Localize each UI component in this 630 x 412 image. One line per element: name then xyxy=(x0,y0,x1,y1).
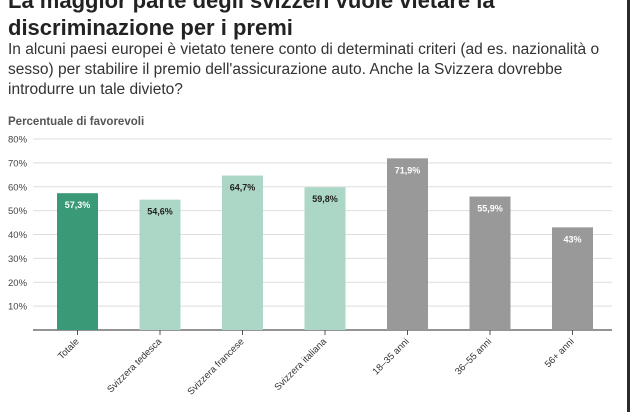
y-tick-label: 10% xyxy=(8,302,28,313)
category-label: 18–35 anni xyxy=(371,336,412,377)
y-tick-label: 80% xyxy=(8,135,28,146)
y-tick-label: 50% xyxy=(8,206,28,217)
data-label: 57,3% xyxy=(65,200,91,210)
bar xyxy=(222,175,263,330)
y-tick-label: 40% xyxy=(8,230,28,241)
chart-title: La maggior parte degli svizzeri vuole vi… xyxy=(8,0,495,40)
category-label: 56+ anni xyxy=(543,336,577,370)
y-tick-label: 70% xyxy=(8,158,28,169)
y-tick-label: 60% xyxy=(8,182,28,193)
bar xyxy=(552,227,593,330)
y-tick-label: 30% xyxy=(8,254,28,265)
category-label: Svizzera italiana xyxy=(272,336,329,393)
data-label: 54,6% xyxy=(147,207,173,217)
data-label: 71,9% xyxy=(395,165,421,175)
bar xyxy=(387,158,428,330)
chart-subtitle: In alcuni paesi europei è vietato tenere… xyxy=(8,41,600,98)
right-border xyxy=(627,0,630,412)
bar xyxy=(304,187,346,330)
data-label: 55,9% xyxy=(477,204,503,214)
category-label: Svizzera francese xyxy=(185,336,246,397)
data-label: 43% xyxy=(563,234,581,244)
data-label: 64,7% xyxy=(230,183,256,193)
category-label: Svizzera tedesca xyxy=(105,336,164,395)
y-axis-label: Percentuale di favorevoli xyxy=(8,116,145,128)
y-tick-label: 20% xyxy=(8,278,28,289)
category-label: 36–55 anni xyxy=(453,336,494,377)
category-label: Totale xyxy=(56,336,82,362)
bar xyxy=(469,196,511,330)
bar xyxy=(139,199,181,330)
bar xyxy=(57,193,98,330)
data-label: 59,8% xyxy=(312,194,338,204)
